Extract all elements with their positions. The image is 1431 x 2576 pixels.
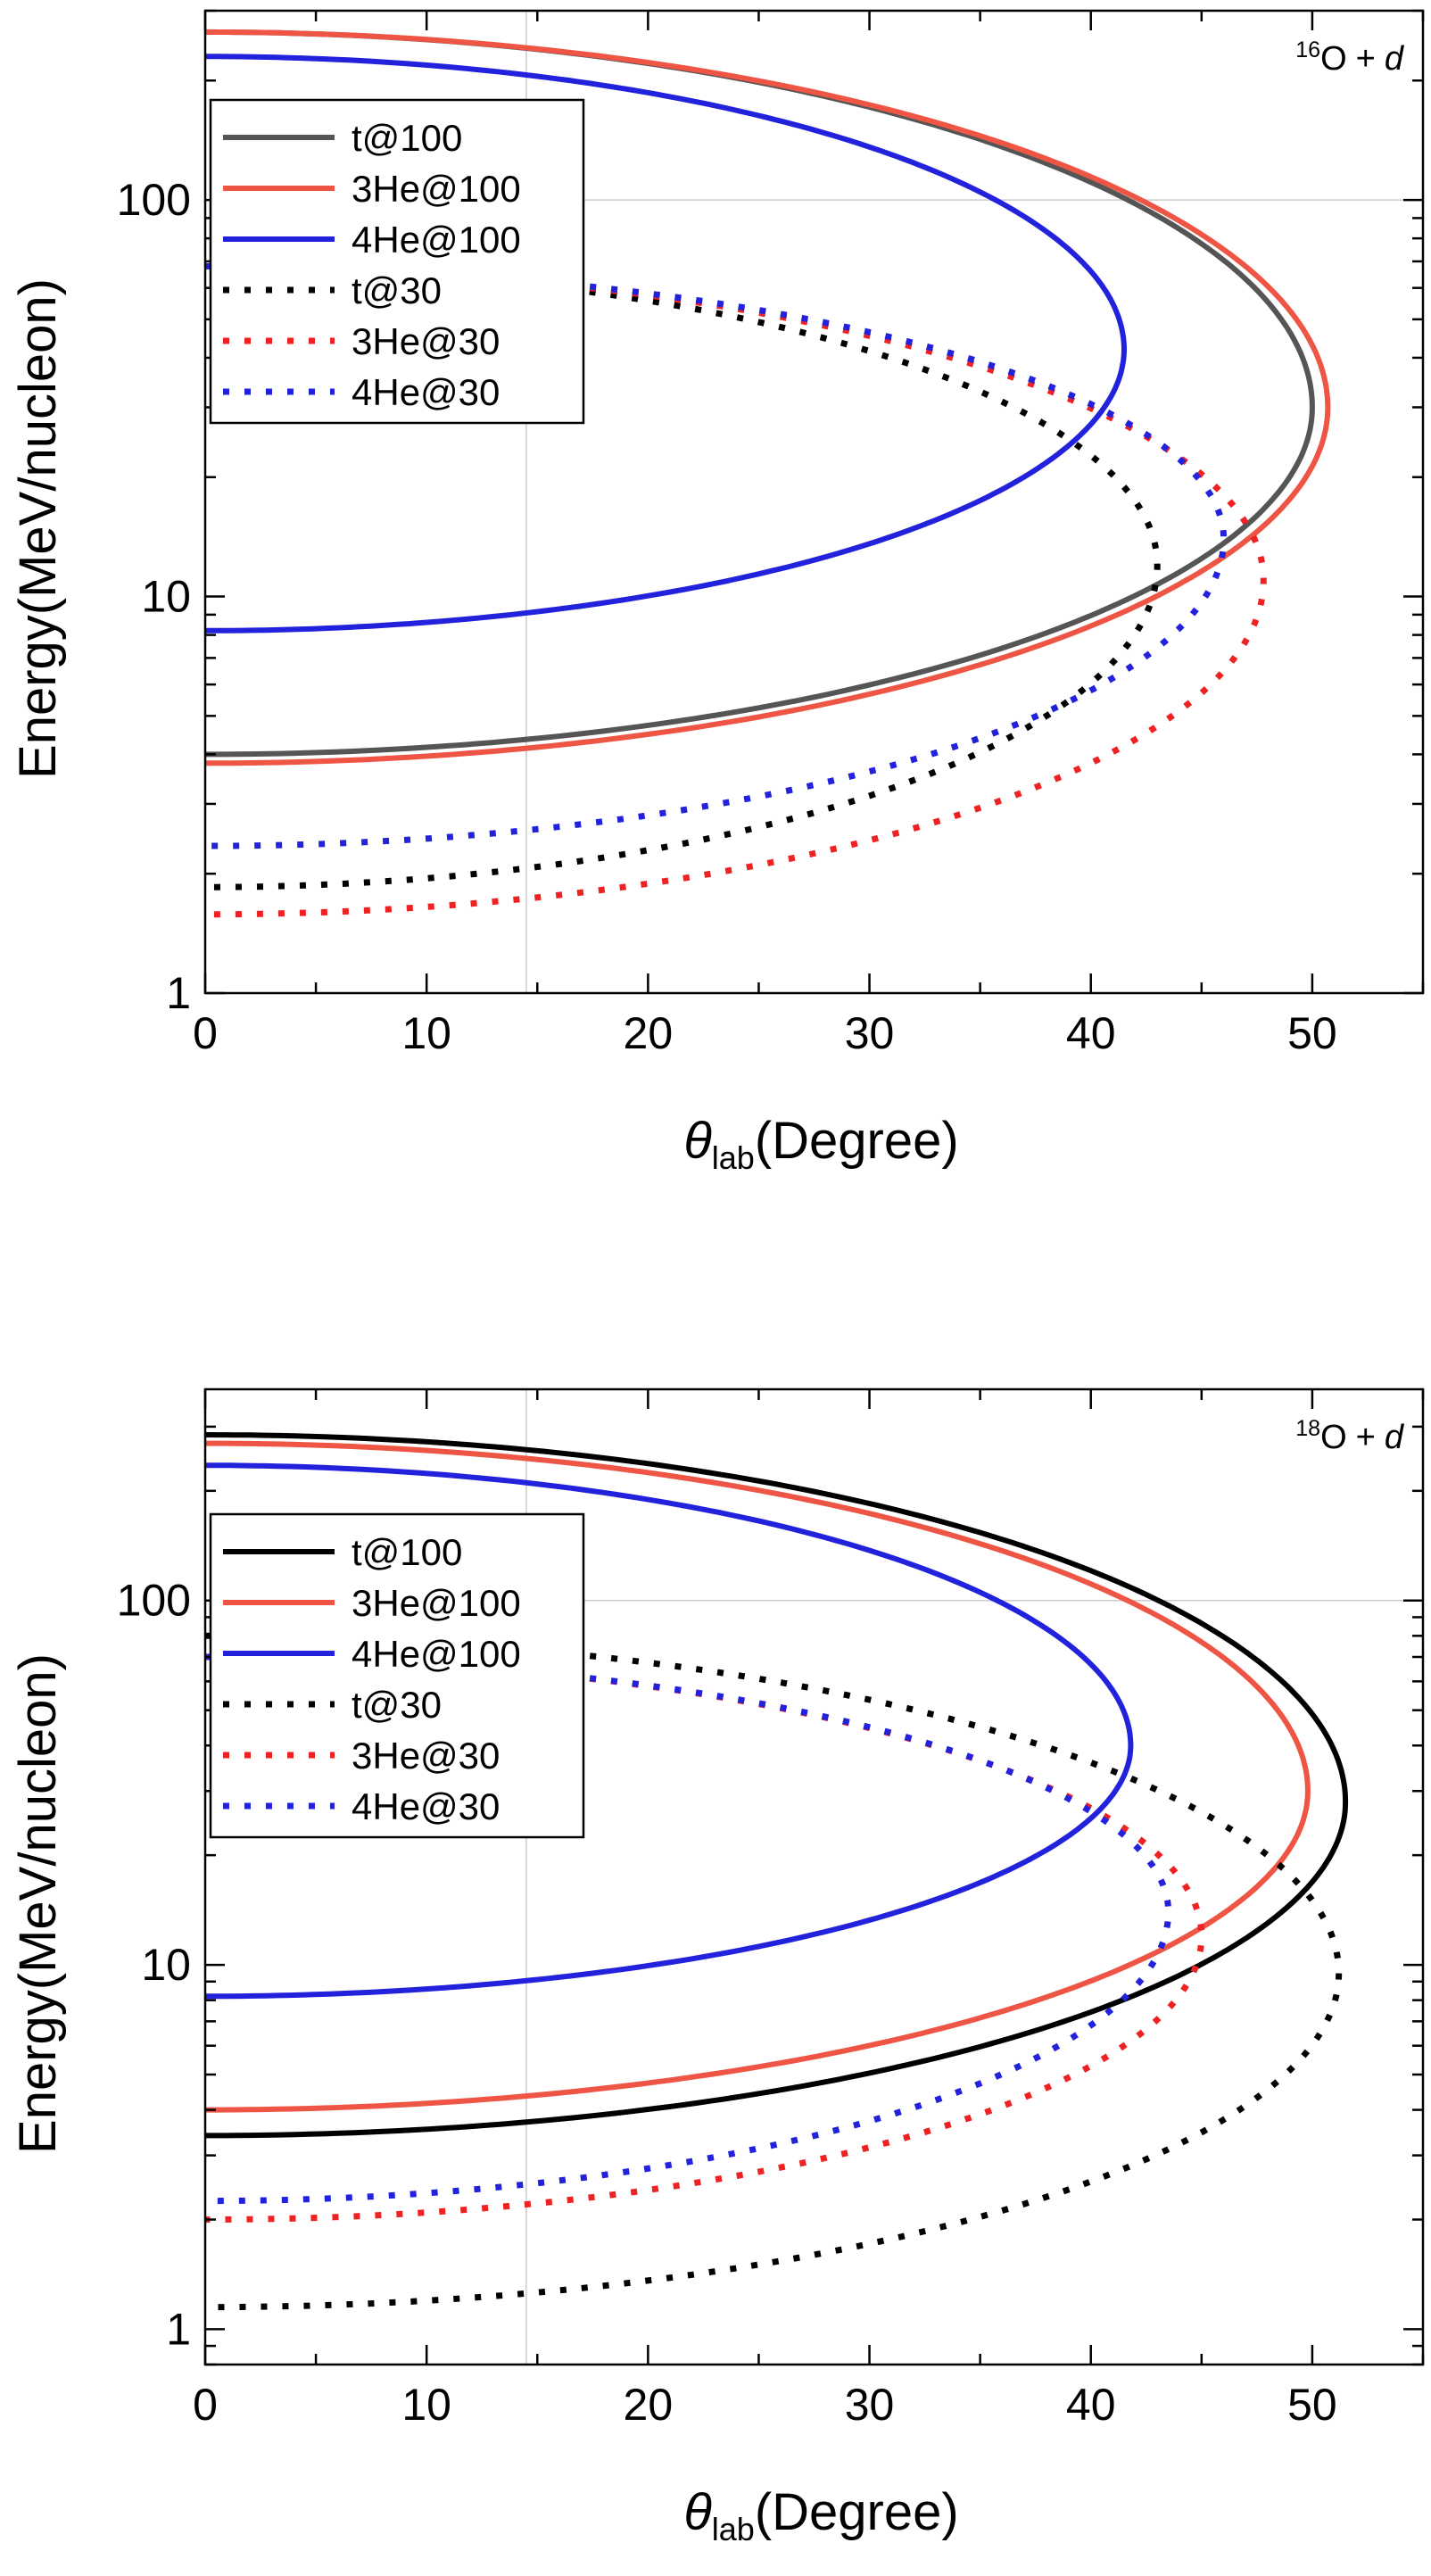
series-line-3he-at-30 — [205, 263, 1267, 918]
x-tick-label: 0 — [193, 2380, 218, 2430]
y-tick-label: 10 — [141, 1940, 191, 1990]
x-axis-subscript: lab — [712, 2511, 755, 2547]
legend-label: 3He@30 — [352, 320, 500, 362]
x-tick-label: 10 — [401, 1008, 451, 1058]
series-line-t-at-100 — [204, 1432, 1349, 2139]
x-tick-label: 10 — [401, 2380, 451, 2430]
series-group — [204, 1432, 1349, 2311]
x-axis-symbol: θ — [683, 1112, 711, 1170]
series-group — [204, 29, 1331, 918]
legend-box — [209, 98, 585, 425]
legend-box — [209, 1512, 585, 1839]
legend: t@100 3He@100 4He@100 t@30 3He@30 4He@30 — [209, 98, 585, 425]
series-line-3he-at-100 — [205, 1440, 1311, 2113]
series-line-3he-at-100 — [204, 29, 1331, 766]
legend-label: 3He@100 — [352, 168, 521, 210]
y-axis-title: Energy(MeV/nucleon) — [9, 278, 67, 779]
series-line-t-at-30 — [204, 263, 1161, 890]
x-tick-label: 50 — [1287, 1008, 1337, 1058]
legend-label: t@100 — [352, 1531, 462, 1573]
chart-panel-o18: 0 10 20 30 40 50 1 10 100 θlab(Degree) Energy(MeV/… — [9, 1387, 1425, 2547]
legend-label: 4He@100 — [352, 1633, 521, 1675]
x-axis-title: θlab(Degree) — [683, 1112, 958, 1176]
x-tick-label: 50 — [1287, 2380, 1337, 2430]
x-tick-label: 30 — [845, 1008, 895, 1058]
legend-label: t@30 — [352, 1684, 442, 1726]
plot-frame — [203, 1387, 1425, 2366]
y-tick-label: 1 — [166, 968, 191, 1018]
y-tick-label: 100 — [117, 1576, 191, 1626]
y-tick-label: 1 — [166, 2304, 191, 2354]
y-axis-title: Energy(MeV/nucleon) — [9, 1653, 67, 2154]
x-axis-title: θlab(Degree) — [683, 2483, 958, 2547]
x-axis-subscript: lab — [712, 1139, 755, 1176]
y-tick-label: 10 — [141, 572, 191, 622]
legend: t@100 3He@100 4He@100 t@30 3He@30 4He@30 — [209, 1512, 585, 1839]
x-tick-label: 0 — [193, 1008, 218, 1058]
reaction-annotation: 16O + d — [1295, 37, 1405, 78]
x-axis-symbol: θ — [683, 2483, 711, 2541]
x-tick-label: 20 — [624, 1008, 674, 1058]
x-tick-label: 40 — [1066, 2380, 1116, 2430]
legend-label: t@100 — [352, 117, 462, 159]
legend-label: 4He@100 — [352, 219, 521, 261]
plot-frame — [203, 9, 1425, 995]
series-line-4he-at-30 — [205, 1653, 1172, 2205]
y-tick-label: 100 — [117, 175, 191, 225]
x-tick-label: 40 — [1066, 1008, 1116, 1058]
reaction-annotation: 18O + d — [1295, 1416, 1405, 1456]
legend-label: 4He@30 — [352, 1785, 500, 1827]
x-axis-unit: (Degree) — [755, 1112, 959, 1170]
series-line-4he-at-100 — [204, 1462, 1134, 2000]
legend-label: 4He@30 — [352, 371, 500, 413]
legend-label: 3He@100 — [352, 1582, 521, 1624]
chart-panel-o16: 0 10 20 30 40 50 1 10 100 θlab(Degree) Energy(MeV/… — [9, 9, 1425, 1176]
legend-label: t@30 — [352, 269, 442, 311]
x-axis-unit: (Degree) — [755, 2483, 959, 2541]
series-line-4he-at-100 — [205, 54, 1128, 634]
x-tick-label: 20 — [624, 2380, 674, 2430]
legend-label: 3He@30 — [352, 1735, 500, 1777]
x-tick-label: 30 — [845, 2380, 895, 2430]
